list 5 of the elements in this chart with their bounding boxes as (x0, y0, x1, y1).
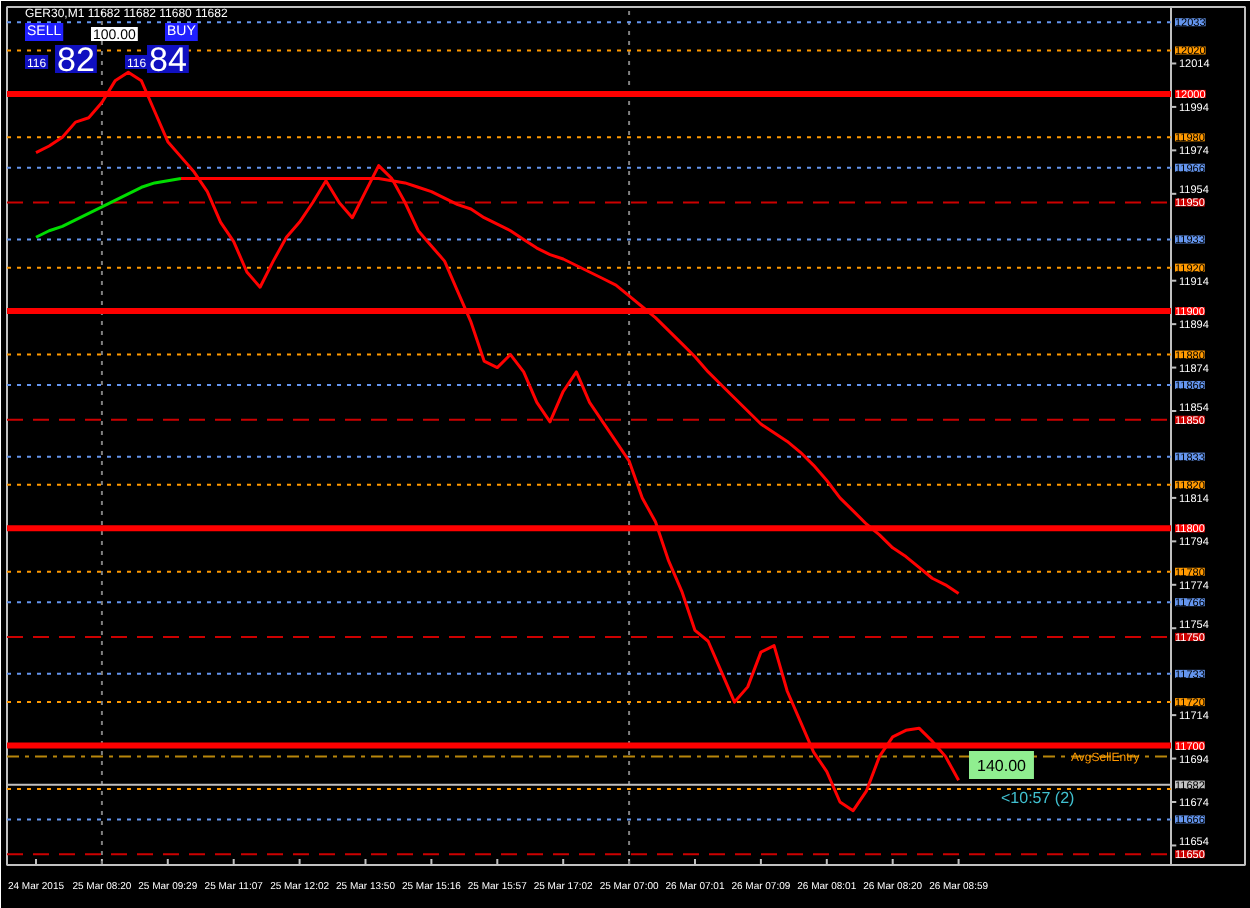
annotation: 82 (57, 41, 95, 79)
line-series (34, 177, 183, 239)
annotation: 84 (149, 41, 187, 79)
text: <10:57 (2) (1001, 789, 1076, 807)
text: 140.00 (977, 757, 1028, 775)
